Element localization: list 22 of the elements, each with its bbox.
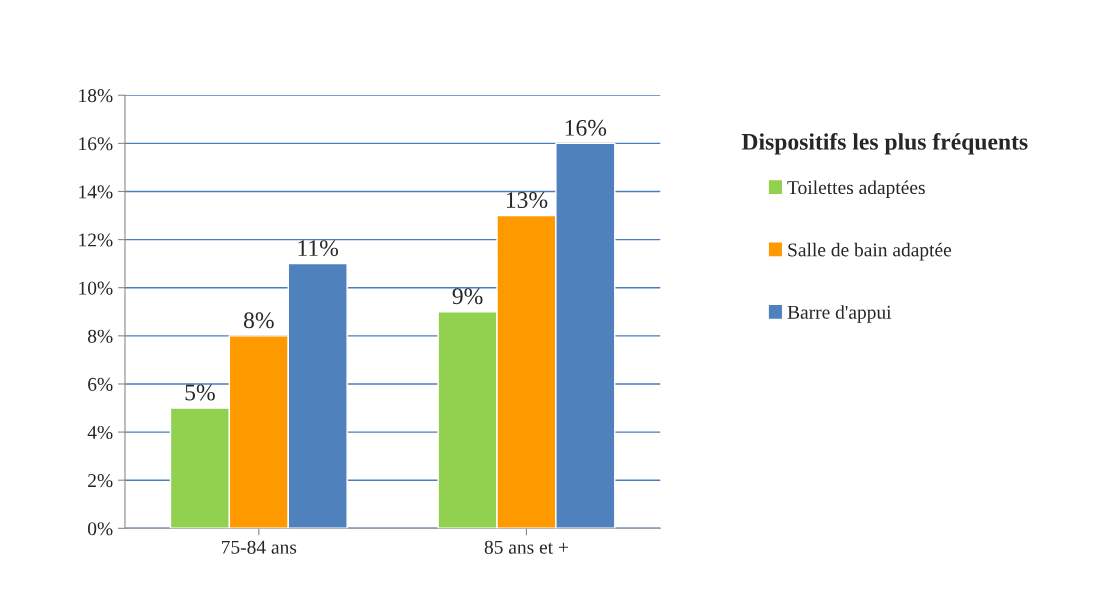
data-label: 11% (298, 240, 339, 257)
y-tick-label: 0% (87, 522, 113, 536)
y-tick-label: 12% (79, 233, 113, 247)
y-tick-label: 18% (79, 89, 113, 103)
legend-label: Salle de bain adaptée (788, 242, 952, 261)
data-label: 16% (565, 119, 607, 136)
y-tick-label: 10% (79, 281, 113, 295)
x-tick-label: 85 ans et + (484, 540, 568, 554)
y-tick-label: 6% (88, 377, 113, 391)
data-label: 8% (243, 312, 274, 329)
legend-label: Barre d'appui (787, 305, 892, 323)
x-tick-label: 75-84 ans (222, 540, 297, 554)
y-tick-label: 16% (79, 137, 113, 151)
data-label: 9% (452, 288, 483, 305)
legend-title: Dispositifs les plus fréquents (741, 132, 1028, 155)
legend-label: Toilettes adaptées (787, 180, 925, 199)
data-label: 13% (506, 192, 548, 209)
y-tick-label: 14% (79, 185, 113, 199)
y-tick-label: 2% (88, 474, 113, 488)
data-label: 5% (185, 384, 215, 401)
y-tick-label: 8% (87, 329, 113, 343)
y-tick-label: 4% (87, 425, 113, 440)
